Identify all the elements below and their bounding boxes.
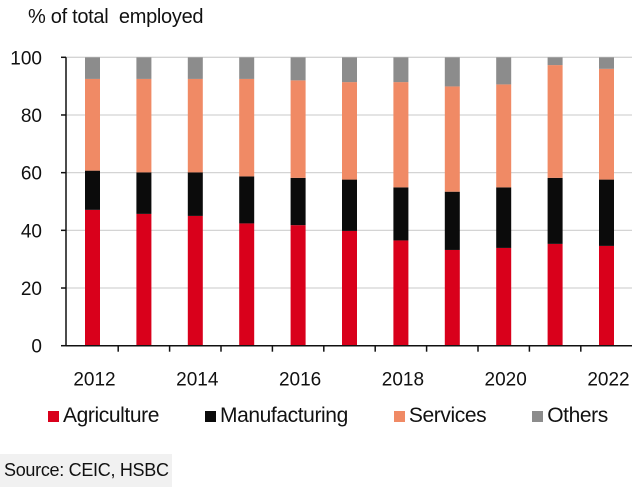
legend-label: Agriculture: [63, 404, 159, 427]
legend-item-services: Services: [393, 404, 487, 428]
bar-agriculture-2016: [290, 225, 306, 346]
y-tick-label: 20: [21, 279, 42, 300]
bar-others-2019: [444, 57, 460, 87]
bar-agriculture-2018: [393, 240, 409, 346]
legend-label: Services: [408, 404, 487, 427]
bar-services-2012: [85, 78, 100, 171]
legend-item-others: Others: [532, 404, 608, 428]
y-tick-label: 60: [21, 164, 42, 185]
bar-services-2020: [496, 84, 512, 188]
bar-manufacturing-2012: [85, 170, 100, 210]
bar-others-2015: [239, 57, 255, 79]
bar-manufacturing-2014: [187, 172, 203, 216]
legend-item-manufacturing: Manufacturing: [204, 404, 348, 428]
bar-services-2018: [393, 82, 409, 188]
legend-swatch: [393, 410, 405, 422]
bar-agriculture-2022: [599, 245, 614, 346]
x-tick-label: 2022: [587, 370, 629, 391]
bar-others-2013: [136, 57, 152, 79]
x-tick-label: 2020: [485, 370, 527, 391]
bar-agriculture-2021: [547, 243, 563, 346]
bar-agriculture-2013: [136, 213, 152, 346]
legend: Agriculture Manufacturing Services Others: [48, 404, 640, 428]
chart-title: % of total employed: [28, 6, 204, 28]
bar-manufacturing-2018: [393, 187, 409, 241]
bar-others-2017: [342, 57, 357, 83]
bar-manufacturing-2019: [444, 191, 460, 250]
legend-swatch: [532, 410, 544, 422]
bar-manufacturing-2020: [496, 187, 512, 248]
bar-manufacturing-2013: [136, 172, 152, 214]
bar-services-2022: [599, 68, 614, 180]
bar-agriculture-2012: [85, 209, 100, 346]
y-tick-label: 100: [10, 48, 42, 69]
bar-others-2018: [393, 57, 409, 83]
bar-others-2016: [290, 57, 306, 81]
y-tick-label: 40: [21, 221, 42, 242]
bar-others-2014: [187, 57, 203, 79]
bar-agriculture-2019: [444, 249, 460, 346]
x-tick-label: 2012: [73, 370, 115, 391]
bar-services-2015: [239, 78, 255, 177]
source-note: Source: CEIC, HSBC: [0, 454, 172, 487]
legend-swatch: [204, 410, 216, 422]
bar-manufacturing-2017: [342, 179, 357, 231]
bar-others-2020: [496, 57, 512, 85]
legend-item-agriculture: Agriculture: [48, 404, 159, 428]
bar-manufacturing-2015: [239, 176, 255, 224]
bar-agriculture-2014: [187, 215, 203, 346]
y-tick-label: 0: [31, 337, 42, 358]
bar-services-2016: [290, 80, 306, 178]
bar-others-2022: [599, 57, 614, 69]
legend-label: Manufacturing: [219, 404, 348, 427]
bar-others-2021: [547, 57, 563, 66]
bar-agriculture-2015: [239, 223, 255, 346]
bar-services-2014: [187, 78, 203, 173]
bar-manufacturing-2021: [547, 177, 563, 244]
bar-manufacturing-2016: [290, 177, 306, 226]
bar-agriculture-2017: [342, 230, 357, 346]
legend-label: Others: [547, 404, 608, 427]
x-tick-label: 2016: [279, 370, 321, 391]
y-tick-label: 80: [21, 106, 42, 127]
bar-services-2013: [136, 78, 152, 173]
x-tick-label: 2018: [382, 370, 424, 391]
bar-services-2017: [342, 82, 357, 180]
bar-services-2019: [444, 86, 460, 192]
bar-services-2021: [547, 65, 563, 178]
bar-others-2012: [85, 57, 100, 79]
x-tick-label: 2014: [176, 370, 219, 391]
bar-agriculture-2020: [496, 247, 512, 346]
bar-manufacturing-2022: [599, 179, 614, 246]
legend-swatch: [48, 410, 59, 422]
